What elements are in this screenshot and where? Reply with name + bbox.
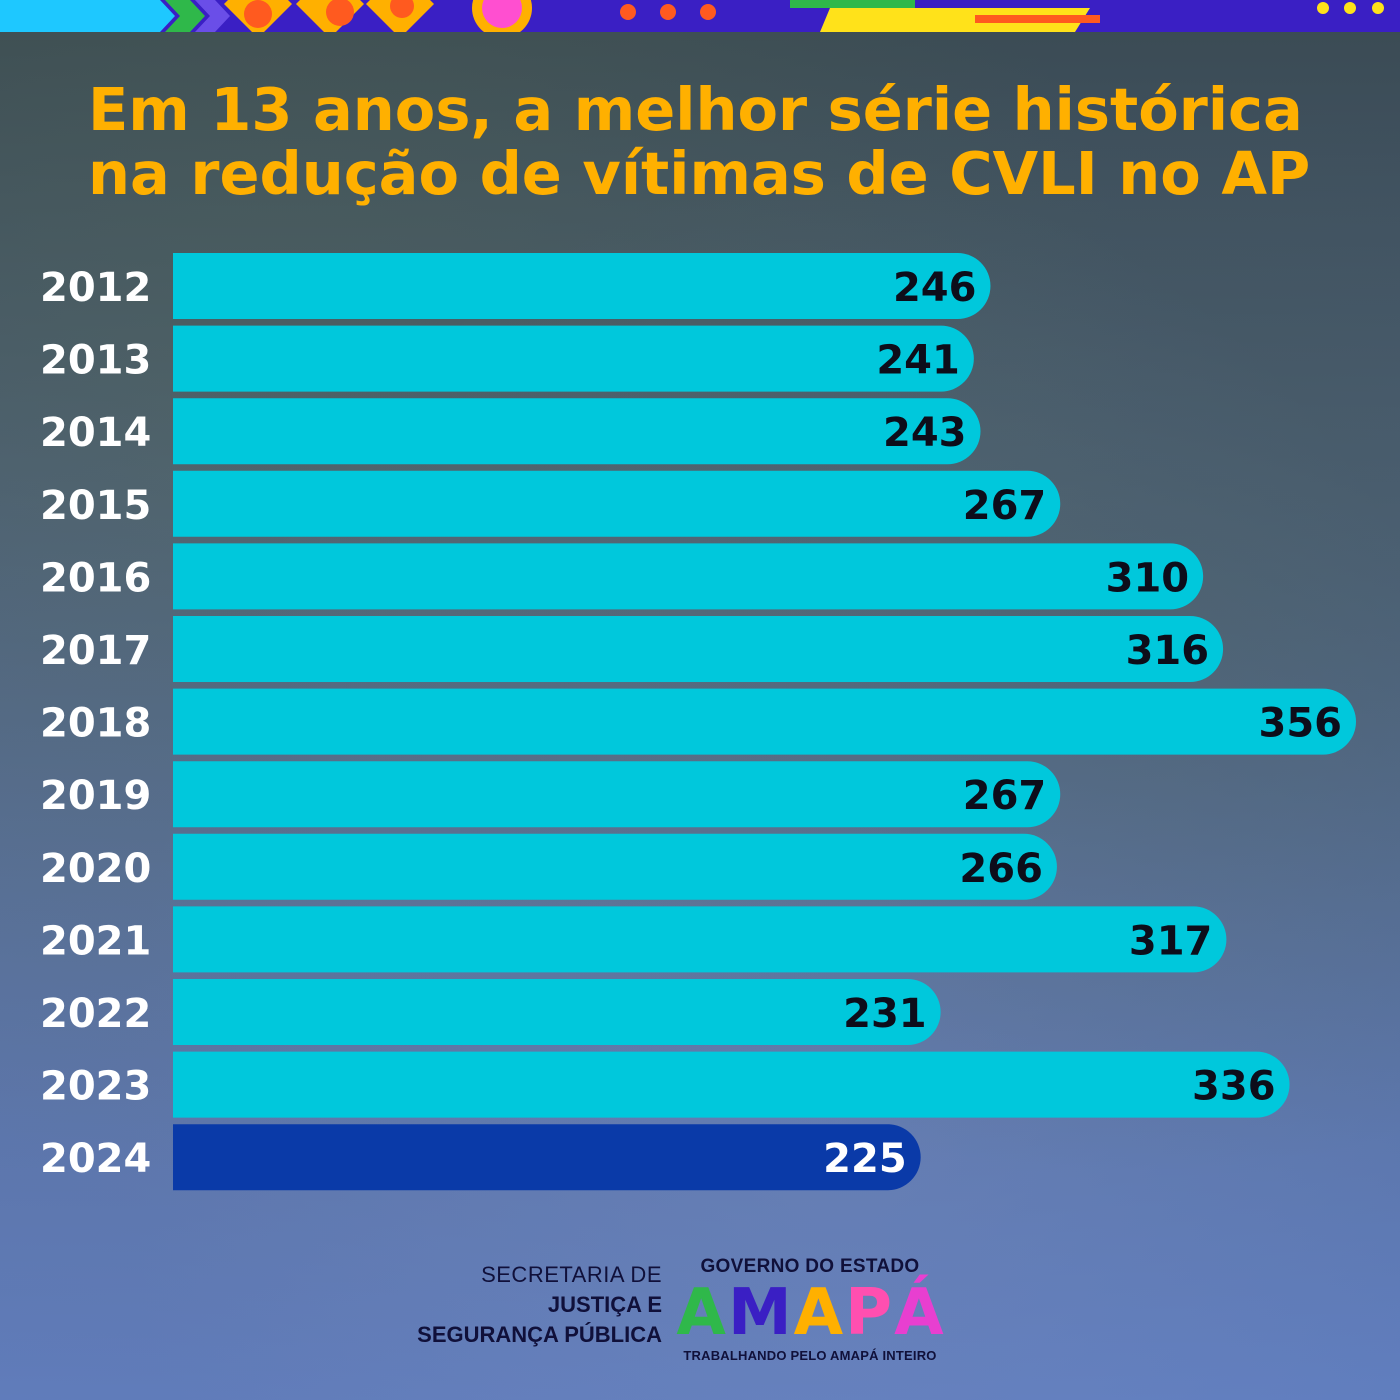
bar-row-2016: 2016 310 <box>40 543 1204 610</box>
value-label-2018: 356 <box>1259 701 1343 747</box>
bar-row-2022: 2022 231 <box>40 979 941 1045</box>
bar-2020 <box>173 833 1057 900</box>
bar-row-2019: 2019 267 <box>40 761 1061 828</box>
bar-row-2014: 2014 243 <box>40 398 981 465</box>
category-label-2013: 2013 <box>40 338 151 384</box>
title-line-2: na redução de vítimas de CVLI no AP <box>88 139 1311 208</box>
amapa-letter: M <box>727 1276 792 1350</box>
decor-cyan-chevron <box>0 0 175 32</box>
amapa-letter: A <box>676 1276 726 1350</box>
value-label-2024: 225 <box>823 1136 907 1182</box>
decor-ring-inner <box>482 0 522 28</box>
decor-dot <box>390 0 414 18</box>
decorative-top-band <box>0 0 1400 32</box>
bar-2019 <box>173 761 1061 828</box>
category-label-2015: 2015 <box>40 483 151 529</box>
decor-dot <box>326 0 354 26</box>
decor-dot <box>244 0 272 28</box>
decorative-shapes <box>0 0 1384 32</box>
category-label-2017: 2017 <box>40 628 151 674</box>
secretaria-line-2: JUSTIÇA E <box>547 1292 662 1317</box>
decor-green-chevron <box>165 0 205 32</box>
value-label-2017: 316 <box>1126 628 1210 674</box>
category-label-2019: 2019 <box>40 773 151 819</box>
decor-dot <box>1317 2 1329 14</box>
value-label-2023: 336 <box>1192 1064 1276 1110</box>
category-label-2024: 2024 <box>40 1136 151 1182</box>
bar-2016 <box>173 543 1204 610</box>
bar-2018 <box>173 688 1357 755</box>
bar-row-2024: 2024 225 <box>40 1124 921 1191</box>
bar-2014 <box>173 398 981 465</box>
secretaria-line-1: SECRETARIA DE <box>481 1262 662 1287</box>
category-label-2022: 2022 <box>40 991 151 1037</box>
secretaria-line-3: SEGURANÇA PÚBLICA <box>417 1322 662 1347</box>
category-label-2020: 2020 <box>40 846 151 892</box>
decor-dot <box>620 4 636 20</box>
bar-2013 <box>173 325 974 392</box>
decor-dot <box>1344 2 1356 14</box>
bar-row-2023: 2023 336 <box>40 1051 1290 1118</box>
bar-2021 <box>173 906 1227 973</box>
bar-row-2015: 2015 267 <box>40 470 1061 537</box>
value-label-2016: 310 <box>1106 555 1190 601</box>
decor-dot <box>1372 2 1384 14</box>
governo-top-text: GOVERNO DO ESTADO <box>700 1256 920 1277</box>
title-line-1: Em 13 anos, a melhor série histórica <box>88 75 1303 144</box>
decor-orange-line <box>975 15 1100 23</box>
decor-dot <box>700 4 716 20</box>
bar-2024 <box>173 1124 921 1191</box>
category-label-2021: 2021 <box>40 918 151 964</box>
bar-2017 <box>173 616 1224 682</box>
decor-purple-chevron <box>195 0 230 32</box>
value-label-2014: 243 <box>883 410 967 456</box>
decor-yellow-shape <box>820 8 1090 32</box>
category-label-2018: 2018 <box>40 701 151 747</box>
value-label-2019: 267 <box>963 773 1047 819</box>
bar-2023 <box>173 1051 1290 1118</box>
category-label-2016: 2016 <box>40 555 151 601</box>
bar-row-2012: 2012 246 <box>40 253 991 319</box>
bar-2022 <box>173 979 941 1045</box>
decor-green-bar <box>790 0 915 8</box>
footer: SECRETARIA DE JUSTIÇA E SEGURANÇA PÚBLIC… <box>0 1250 1400 1370</box>
value-label-2013: 241 <box>876 338 960 384</box>
bar-row-2018: 2018 356 <box>40 688 1357 755</box>
value-label-2015: 267 <box>963 483 1047 529</box>
category-label-2014: 2014 <box>40 410 151 456</box>
amapa-letter: A <box>793 1276 844 1350</box>
chart-title: Em 13 anos, a melhor série histórica na … <box>88 78 1348 206</box>
bar-row-2013: 2013 241 <box>40 325 974 392</box>
decor-dot <box>660 4 676 20</box>
value-label-2022: 231 <box>843 991 927 1037</box>
governo-tagline: TRABALHANDO PELO AMAPÁ INTEIRO <box>683 1348 937 1363</box>
value-label-2021: 317 <box>1129 918 1213 964</box>
bar-2015 <box>173 470 1061 537</box>
bar-chart: 2012 246 2013 241 2014 243 2015 267 2016 310 2017 3… <box>40 253 1357 1191</box>
value-label-2020: 266 <box>959 846 1043 892</box>
category-label-2023: 2023 <box>40 1064 151 1110</box>
bar-row-2017: 2017 316 <box>40 616 1224 682</box>
amapa-letter: Á <box>894 1276 944 1350</box>
bar-2012 <box>173 253 991 319</box>
secretaria-logo-text: SECRETARIA DE JUSTIÇA E SEGURANÇA PÚBLIC… <box>417 1260 662 1350</box>
category-label-2012: 2012 <box>40 265 151 311</box>
bar-row-2020: 2020 266 <box>40 833 1057 900</box>
value-label-2012: 246 <box>893 265 977 311</box>
bar-row-2021: 2021 317 <box>40 906 1227 973</box>
amapa-letter: P <box>845 1276 893 1350</box>
